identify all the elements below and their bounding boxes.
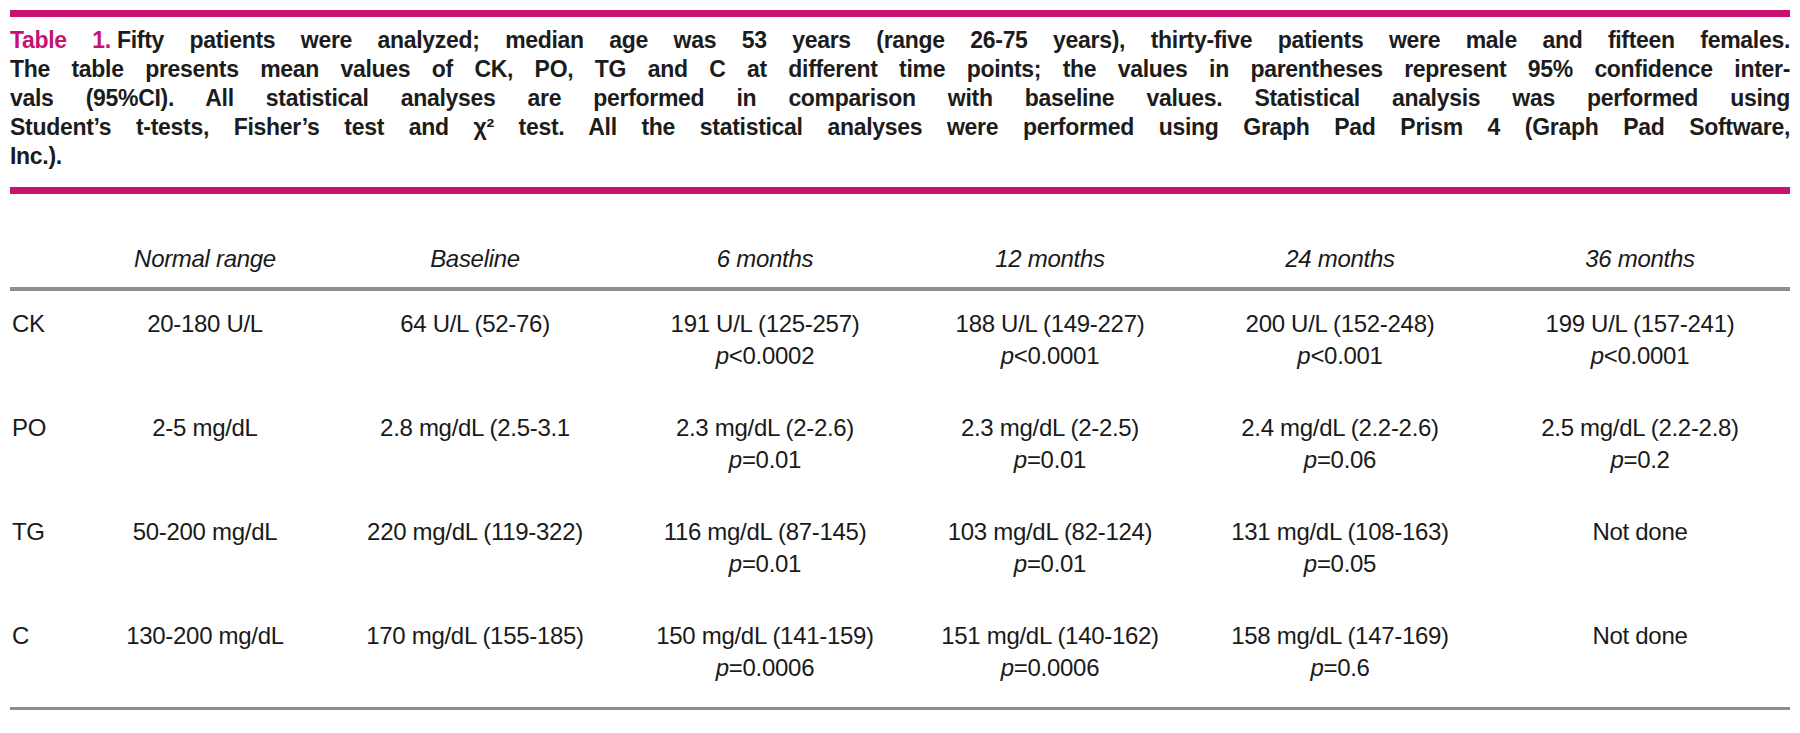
p-symbol: p (1610, 446, 1623, 473)
row-label-ck: CK (10, 311, 80, 395)
p-value: p=0.05 (1190, 551, 1490, 576)
header-row: Normal range Baseline 6 months 12 months… (10, 244, 1790, 274)
p-value: p=0.06 (1190, 447, 1490, 472)
p-value: p=0.0006 (910, 655, 1190, 680)
cell-value: 2.5 mg/dL (2.2-2.8) (1490, 415, 1790, 440)
cell-value: 199 U/L (157-241) (1490, 311, 1790, 336)
top-pink-rule (10, 10, 1790, 17)
p-symbol: p (1014, 550, 1027, 577)
p-value: p<0.001 (1190, 343, 1490, 368)
table-row-ck: CK 20-180 U/L 64 U/L (52-76) 191 U/L (12… (10, 291, 1790, 395)
cell-ck-36-months: 199 U/L (157-241) p<0.0001 (1490, 311, 1790, 395)
cell-po-6-months: 2.3 mg/dL (2-2.6) p=0.01 (620, 415, 910, 499)
cell-value: 191 U/L (125-257) (620, 311, 910, 336)
caption-line-3: vals (95%CI). All statistical analyses a… (10, 84, 1790, 113)
cell-tg-normal-range: 50-200 mg/dL (80, 519, 330, 603)
cell-value: 116 mg/dL (87-145) (620, 519, 910, 544)
cell-value: 2.3 mg/dL (2-2.5) (910, 415, 1190, 440)
row-label-tg: TG (10, 519, 80, 603)
caption-line-1: Table 1.Fifty patients were analyzed; me… (10, 26, 1790, 55)
table-row-c: C 130-200 mg/dL 170 mg/dL (155-185) 150 … (10, 603, 1790, 707)
p-symbol: p (1001, 654, 1014, 681)
cell-ck-24-months: 200 U/L (152-248) p<0.001 (1190, 311, 1490, 395)
cell-tg-baseline: 220 mg/dL (119-322) (330, 519, 620, 603)
cell-po-baseline: 2.8 mg/dL (2.5-3.1 (330, 415, 620, 499)
cell-tg-24-months: 131 mg/dL (108-163) p=0.05 (1190, 519, 1490, 603)
cell-value: 103 mg/dL (82-124) (910, 519, 1190, 544)
cell-ck-12-months: 188 U/L (149-227) p<0.0001 (910, 311, 1190, 395)
cell-value: 131 mg/dL (108-163) (1190, 519, 1490, 544)
cell-value: 2.3 mg/dL (2-2.6) (620, 415, 910, 440)
cell-c-12-months: 151 mg/dL (140-162) p=0.0006 (910, 623, 1190, 707)
p-symbol: p (1297, 342, 1310, 369)
cell-c-24-months: 158 mg/dL (147-169) p=0.6 (1190, 623, 1490, 707)
cell-c-36-months: Not done (1490, 623, 1790, 707)
row-label-c: C (10, 623, 80, 707)
row-label-po: PO (10, 415, 80, 499)
table-bottom-line (10, 707, 1790, 710)
cell-ck-normal-range: 20-180 U/L (80, 311, 330, 395)
caption-text: Fifty patients were analyzed; median age… (117, 27, 1790, 53)
table-caption: Table 1.Fifty patients were analyzed; me… (10, 26, 1790, 171)
p-symbol: p (716, 342, 729, 369)
p-symbol: p (729, 446, 742, 473)
p-symbol: p (1591, 342, 1604, 369)
cell-ck-6-months: 191 U/L (125-257) p<0.0002 (620, 311, 910, 395)
p-value: p<0.0001 (910, 343, 1190, 368)
cell-po-normal-range: 2-5 mg/dL (80, 415, 330, 499)
p-value: p=0.6 (1190, 655, 1490, 680)
cell-value: 200 U/L (152-248) (1190, 311, 1490, 336)
cell-c-6-months: 150 mg/dL (141-159) p=0.0006 (620, 623, 910, 707)
table-row-po: PO 2-5 mg/dL 2.8 mg/dL (2.5-3.1 2.3 mg/d… (10, 395, 1790, 499)
table-row-tg: TG 50-200 mg/dL 220 mg/dL (119-322) 116 … (10, 499, 1790, 603)
cell-value: 151 mg/dL (140-162) (910, 623, 1190, 648)
cell-po-12-months: 2.3 mg/dL (2-2.5) p=0.01 (910, 415, 1190, 499)
cell-value: 150 mg/dL (141-159) (620, 623, 910, 648)
p-value: p<0.0001 (1490, 343, 1790, 368)
p-symbol: p (716, 654, 729, 681)
cell-po-24-months: 2.4 mg/dL (2.2-2.6) p=0.06 (1190, 415, 1490, 499)
caption-table-label: Table 1. (10, 27, 117, 53)
p-value: p=0.0006 (620, 655, 910, 680)
paper-table-page: Table 1.Fifty patients were analyzed; me… (0, 10, 1800, 733)
cell-po-36-months: 2.5 mg/dL (2.2-2.8) p=0.2 (1490, 415, 1790, 499)
p-symbol: p (729, 550, 742, 577)
mid-pink-rule (10, 187, 1790, 194)
cell-value: 2.4 mg/dL (2.2-2.6) (1190, 415, 1490, 440)
p-value: p=0.01 (910, 551, 1190, 576)
caption-line-2: The table presents mean values of CK, PO… (10, 55, 1790, 84)
caption-line-4: Student’s t-tests, Fisher’s test and χ² … (10, 113, 1790, 142)
cell-value: 158 mg/dL (147-169) (1190, 623, 1490, 648)
p-symbol: p (1304, 550, 1317, 577)
cell-c-normal-range: 130-200 mg/dL (80, 623, 330, 707)
cell-value: 188 U/L (149-227) (910, 311, 1190, 336)
cell-c-baseline: 170 mg/dL (155-185) (330, 623, 620, 707)
p-value: p=0.01 (620, 551, 910, 576)
cell-tg-12-months: 103 mg/dL (82-124) p=0.01 (910, 519, 1190, 603)
p-value: p=0.01 (910, 447, 1190, 472)
cell-tg-6-months: 116 mg/dL (87-145) p=0.01 (620, 519, 910, 603)
column-header-6-months: 6 months (620, 244, 910, 274)
p-value: p<0.0002 (620, 343, 910, 368)
p-value: p=0.2 (1490, 447, 1790, 472)
p-symbol: p (1014, 446, 1027, 473)
caption-line-5: Inc.). (10, 142, 1790, 171)
column-header-24-months: 24 months (1190, 244, 1490, 274)
p-symbol: p (1304, 446, 1317, 473)
column-header-empty (10, 244, 80, 274)
column-header-baseline: Baseline (330, 244, 620, 274)
column-header-12-months: 12 months (910, 244, 1190, 274)
p-symbol: p (1310, 654, 1323, 681)
column-header-normal-range: Normal range (80, 244, 330, 274)
p-symbol: p (1001, 342, 1014, 369)
p-value: p=0.01 (620, 447, 910, 472)
cell-ck-baseline: 64 U/L (52-76) (330, 311, 620, 395)
column-header-36-months: 36 months (1490, 244, 1790, 274)
cell-tg-36-months: Not done (1490, 519, 1790, 603)
